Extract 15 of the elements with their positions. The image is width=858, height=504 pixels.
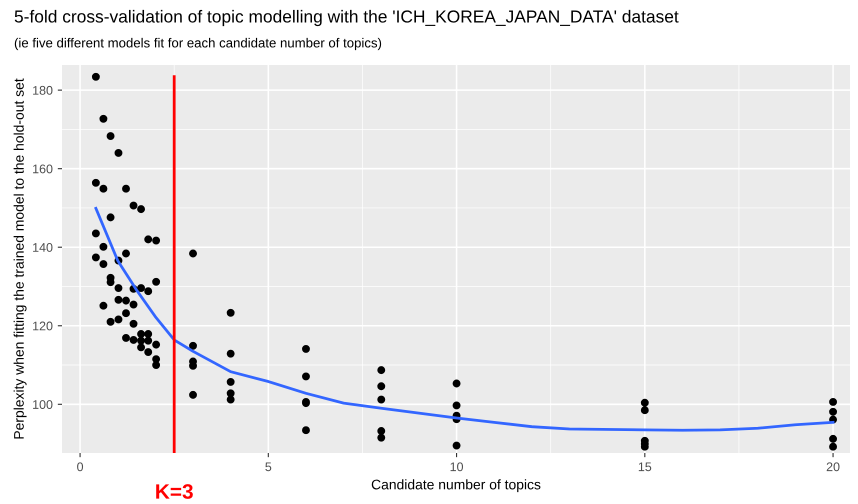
x-tick-label: 10 bbox=[450, 462, 464, 472]
x-tick-label: 20 bbox=[826, 462, 840, 472]
y-tick-label: 100 bbox=[33, 400, 52, 409]
y-tick-label: 160 bbox=[33, 164, 52, 174]
y-tick-label: 180 bbox=[33, 86, 52, 95]
y-axis-title: Perplexity when fitting the trained model to the hold-out set bbox=[14, 78, 27, 439]
x-axis-title: Candidate number of topics bbox=[372, 479, 540, 492]
x-tick-label: 15 bbox=[638, 462, 652, 472]
y-tick-label: 140 bbox=[33, 243, 52, 252]
ref-line-label: K=3 bbox=[156, 484, 193, 499]
x-tick-label: 5 bbox=[265, 462, 272, 472]
y-tick-label: 120 bbox=[33, 322, 52, 330]
chart-title: 5-fold cross-validation of topic modelling with the 'ICH_KOREA_JAPAN_DATA' dataset bbox=[14, 10, 679, 26]
chart-subtitle: (ie five different models fit for each candidate number of topics) bbox=[14, 38, 382, 50]
x-tick-label: 0 bbox=[77, 462, 84, 472]
